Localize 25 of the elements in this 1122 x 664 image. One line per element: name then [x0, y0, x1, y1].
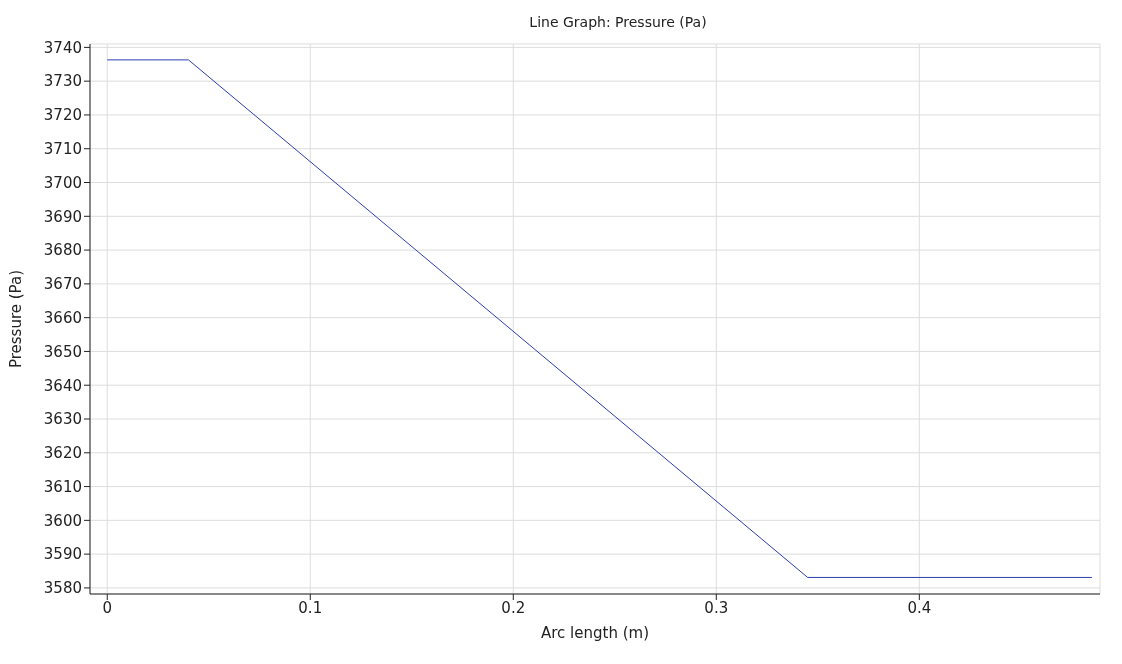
y-tick-label: 3610 [43, 477, 82, 496]
y-axis-title: Pressure (Pa) [7, 269, 26, 369]
y-tick-label: 3590 [43, 545, 82, 564]
y-tick-label: 3650 [43, 342, 82, 361]
y-tick-label: 3640 [43, 376, 82, 395]
y-tick-label: 3670 [43, 275, 82, 294]
y-tick-label: 3710 [43, 140, 82, 159]
y-tick-label: 3600 [43, 511, 82, 530]
y-tick-label: 3680 [43, 241, 82, 260]
y-tick-label: 3690 [43, 207, 82, 226]
x-tick-label: 0.2 [501, 598, 526, 617]
x-tick-label: 0 [102, 598, 113, 617]
x-tick-label: 0.4 [907, 598, 932, 617]
chart-title: Line Graph: Pressure (Pa) [528, 13, 708, 32]
x-axis-title: Arc length (m) [540, 624, 650, 642]
y-tick-label: 3720 [43, 106, 82, 125]
y-tick-label: 3730 [43, 72, 82, 91]
x-tick-label: 0.1 [298, 598, 323, 617]
y-tick-label: 3660 [43, 308, 82, 327]
y-tick-label: 3630 [43, 410, 82, 429]
x-tick-label: 0.3 [704, 598, 729, 617]
y-tick-label: 3740 [43, 38, 82, 57]
y-tick-label: 3580 [43, 579, 82, 598]
y-tick-label: 3700 [43, 173, 82, 192]
y-tick-label: 3620 [43, 444, 82, 463]
